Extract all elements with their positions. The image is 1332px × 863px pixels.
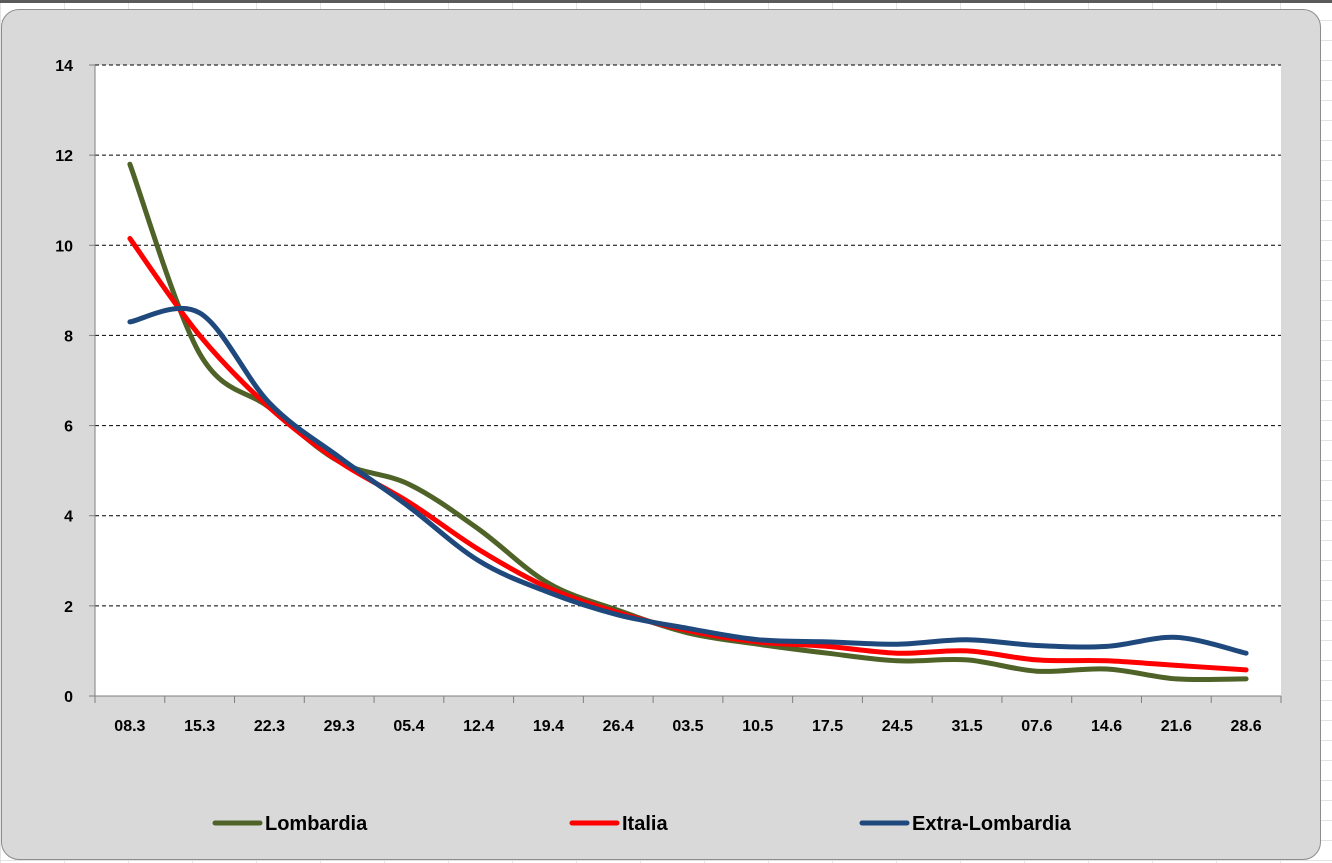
- y-tick-label: 12: [55, 148, 73, 165]
- x-tick-label: 08.3: [114, 718, 145, 735]
- series-lines: [127, 161, 1249, 683]
- x-tick-label: 19.4: [533, 718, 564, 735]
- y-tick-label: 0: [64, 689, 73, 706]
- x-tick-label: 29.3: [324, 718, 355, 735]
- x-tick-label: 24.5: [882, 718, 913, 735]
- x-tick-label: 10.5: [742, 718, 773, 735]
- y-tick-label: 4: [64, 509, 73, 526]
- window-top-border: [0, 0, 1332, 3]
- x-tick-label: 03.5: [672, 718, 703, 735]
- x-tick-label: 31.5: [951, 718, 982, 735]
- legend-label: Extra-Lombardia: [912, 813, 1072, 835]
- x-tick-label: 17.5: [812, 718, 843, 735]
- x-tick-label: 22.3: [254, 718, 285, 735]
- y-tick-label: 14: [55, 58, 73, 75]
- legend-label: Lombardia: [265, 813, 368, 835]
- x-tick-label: 28.6: [1231, 718, 1262, 735]
- plot-area[interactable]: [95, 65, 1281, 696]
- x-tick-label: 26.4: [603, 718, 634, 735]
- x-tick-label: 14.6: [1091, 718, 1122, 735]
- x-tick-label: 05.4: [393, 718, 424, 735]
- x-tick-label: 12.4: [463, 718, 494, 735]
- legend[interactable]: Lombardia Italia Extra-Lombardia: [212, 813, 1072, 835]
- series-line-extra-lombardia[interactable]: [127, 305, 1249, 656]
- x-tick-label: 07.6: [1021, 718, 1052, 735]
- y-tick-label: 10: [55, 238, 73, 255]
- x-tick-label: 21.6: [1161, 718, 1192, 735]
- x-tick-label: 15.3: [184, 718, 215, 735]
- y-tick-label: 2: [64, 599, 73, 616]
- y-tick-label: 6: [64, 419, 73, 436]
- axes: 0 2 4 6 8 10 12 14 08.3 15.3 22.3 29.3 05.4 12.4 19.4 2…: [55, 58, 1282, 735]
- legend-label: Italia: [622, 813, 668, 835]
- y-tick-label: 8: [64, 328, 73, 345]
